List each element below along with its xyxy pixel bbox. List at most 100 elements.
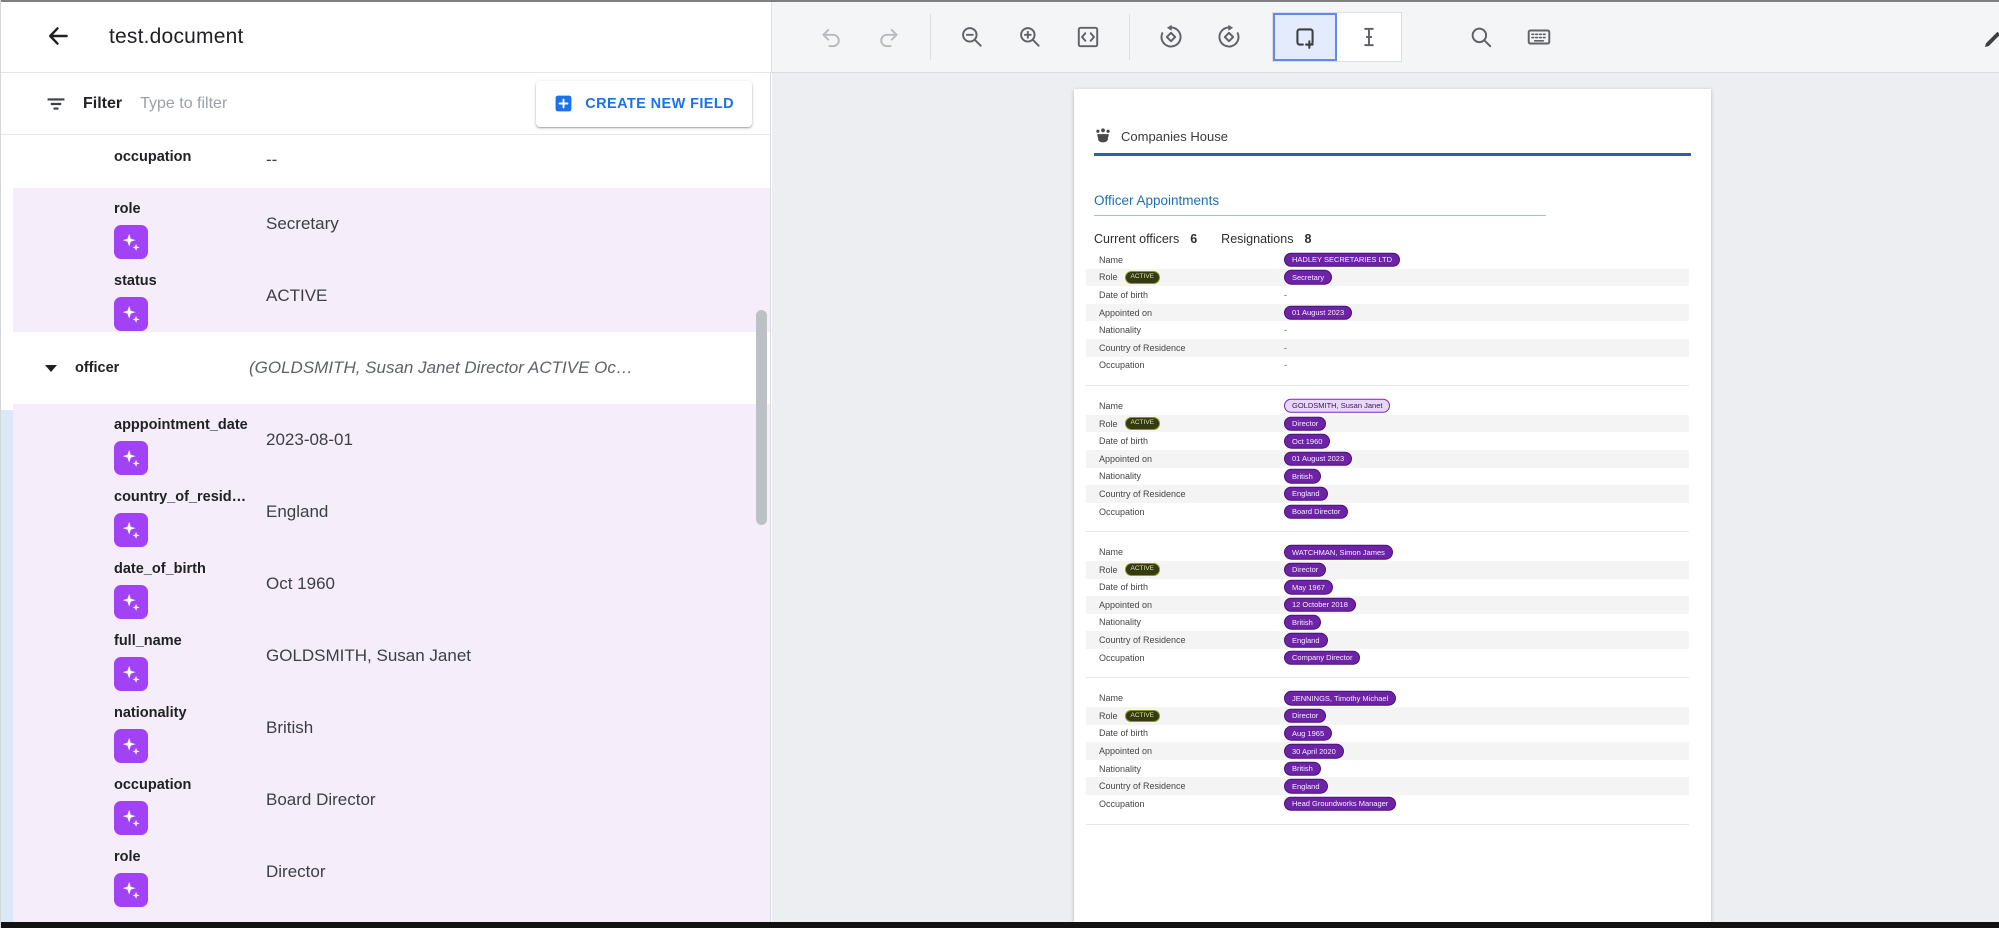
redo-button[interactable] [866, 14, 912, 60]
field-row[interactable]: status ACTIVE [1, 260, 770, 332]
field-value[interactable]: Director [266, 836, 770, 908]
entity-annotation[interactable]: Oct 1960 [1284, 434, 1330, 449]
zoom-in-icon [1017, 24, 1043, 50]
field-name: full_name [114, 633, 182, 649]
entity-annotation[interactable]: May 1967 [1284, 580, 1333, 595]
entity-annotation[interactable]: GOLDSMITH, Susan Janet [1284, 399, 1390, 414]
document-row-label: Country of Residence [1099, 343, 1186, 353]
field-name: nationality [114, 705, 187, 721]
field-row[interactable]: date_of_birth Oct 1960 [1, 548, 770, 620]
field-value[interactable]: GOLDSMITH, Susan Janet [266, 620, 770, 692]
field-value[interactable]: Oct 1960 [266, 548, 770, 620]
entity-annotation[interactable]: British [1284, 761, 1321, 776]
field-value[interactable]: Secretary [266, 188, 770, 260]
entity-annotation[interactable]: 30 April 2020 [1284, 744, 1344, 759]
entity-annotation[interactable]: England [1284, 487, 1328, 502]
scrollbar-thumb[interactable] [756, 310, 767, 525]
draw-bounding-box-tool-button[interactable] [1273, 13, 1337, 61]
entity-annotation[interactable]: 12 October 2018 [1284, 598, 1356, 613]
search-button[interactable] [1458, 14, 1504, 60]
document-row: Date of birth Aug 1965 [1086, 725, 1689, 743]
document-row-label: Appointed on [1099, 746, 1152, 756]
text-select-tool-button[interactable] [1337, 13, 1401, 61]
arrow-left-icon [45, 23, 71, 49]
field-value[interactable]: (GOLDSMITH, Susan Janet Director ACTIVE … [249, 358, 770, 378]
toolbar-separator [1129, 14, 1130, 60]
entity-annotation[interactable]: - [1284, 290, 1287, 300]
document-page: Companies House Officer Appointments Cur… [1074, 89, 1711, 928]
edit-pen-icon[interactable] [1982, 26, 1999, 55]
entity-annotation[interactable]: British [1284, 615, 1321, 630]
document-row: Name HADLEY SECRETARIES LTD [1086, 251, 1689, 269]
code-view-button[interactable] [1065, 14, 1111, 60]
document-row-label: Nationality [1099, 617, 1141, 627]
entity-annotation[interactable]: 01 August 2023 [1284, 305, 1352, 320]
entity-annotation[interactable]: HADLEY SECRETARIES LTD [1284, 253, 1400, 268]
field-row[interactable]: apppointment_date 2023-08-01 [1, 404, 770, 476]
document-row-label: Occupation [1099, 360, 1145, 370]
status-badge[interactable]: ACTIVE [1125, 563, 1160, 576]
field-value[interactable]: 2023-08-01 [266, 404, 770, 476]
field-row[interactable]: occupation Board Director [1, 764, 770, 836]
field-row[interactable]: nationality British [1, 692, 770, 764]
field-value[interactable]: British [266, 692, 770, 764]
entity-annotation[interactable]: Director [1284, 709, 1326, 724]
document-row: Appointed on 12 October 2018 [1086, 596, 1689, 614]
field-name: occupation [114, 777, 191, 793]
status-badge[interactable]: ACTIVE [1125, 271, 1160, 284]
filter-input[interactable] [138, 94, 520, 114]
field-row[interactable]: role Director [1, 836, 770, 908]
field-value[interactable]: Board Director [266, 764, 770, 836]
entity-annotation[interactable]: Director [1284, 562, 1326, 577]
field-row[interactable]: officer (GOLDSMITH, Susan Janet Director… [1, 332, 770, 404]
toolbar-separator [930, 14, 931, 60]
field-row[interactable]: country_of_resid… England [1, 476, 770, 548]
document-row-label: Country of Residence [1099, 489, 1186, 499]
entity-annotation[interactable]: Aug 1965 [1284, 726, 1332, 741]
rotate-right-icon [1216, 24, 1242, 50]
entity-annotation[interactable]: - [1284, 325, 1287, 335]
undo-button[interactable] [808, 14, 854, 60]
create-new-field-button[interactable]: CREATE NEW FIELD [536, 81, 752, 127]
entity-annotation[interactable]: 01 August 2023 [1284, 451, 1352, 466]
entity-annotation[interactable]: Director [1284, 416, 1326, 431]
document-row-label: Name [1099, 547, 1123, 557]
document-row-label: Role [1099, 565, 1118, 575]
field-row[interactable]: full_name GOLDSMITH, Susan Janet [1, 620, 770, 692]
document-row: Nationality British [1086, 760, 1689, 778]
status-badge[interactable]: ACTIVE [1125, 710, 1160, 723]
summary-value: 6 [1190, 232, 1197, 246]
brand-rule [1094, 153, 1691, 156]
rotate-right-button[interactable] [1206, 14, 1252, 60]
collapse-icon[interactable] [45, 365, 57, 372]
document-row: Nationality British [1086, 614, 1689, 632]
back-button[interactable] [43, 22, 73, 52]
field-value[interactable]: England [266, 476, 770, 548]
entity-annotation[interactable]: WATCHMAN, Simon James [1284, 545, 1393, 560]
entity-annotation[interactable]: England [1284, 633, 1328, 648]
search-icon [1468, 24, 1494, 50]
status-badge[interactable]: ACTIVE [1125, 417, 1160, 430]
rotate-left-button[interactable] [1148, 14, 1194, 60]
entity-annotation[interactable]: Company Director [1284, 650, 1360, 665]
field-name: role [114, 849, 148, 865]
entity-annotation[interactable]: - [1284, 360, 1287, 370]
entity-annotation[interactable]: Board Director [1284, 504, 1348, 519]
entity-annotation[interactable]: Secretary [1284, 270, 1332, 285]
field-row[interactable]: role Secretary [1, 188, 770, 260]
header: test.document [1, 2, 771, 73]
keyboard-shortcuts-button[interactable] [1516, 14, 1562, 60]
field-value[interactable]: ACTIVE [266, 260, 770, 332]
entity-annotation[interactable]: JENNINGS, Timothy Michael [1284, 691, 1396, 706]
document-row-label: Date of birth [1099, 582, 1148, 592]
field-value[interactable]: -- [266, 136, 770, 188]
add-box-icon [554, 94, 573, 113]
entity-annotation[interactable]: British [1284, 469, 1321, 484]
field-row[interactable]: occupation -- [1, 136, 770, 188]
zoom-in-button[interactable] [1007, 14, 1053, 60]
entity-annotation[interactable]: England [1284, 779, 1328, 794]
entity-annotation[interactable]: Head Groundworks Manager [1284, 797, 1396, 812]
entity-annotation[interactable]: - [1284, 343, 1287, 353]
zoom-out-button[interactable] [949, 14, 995, 60]
field-name: role [114, 201, 148, 217]
